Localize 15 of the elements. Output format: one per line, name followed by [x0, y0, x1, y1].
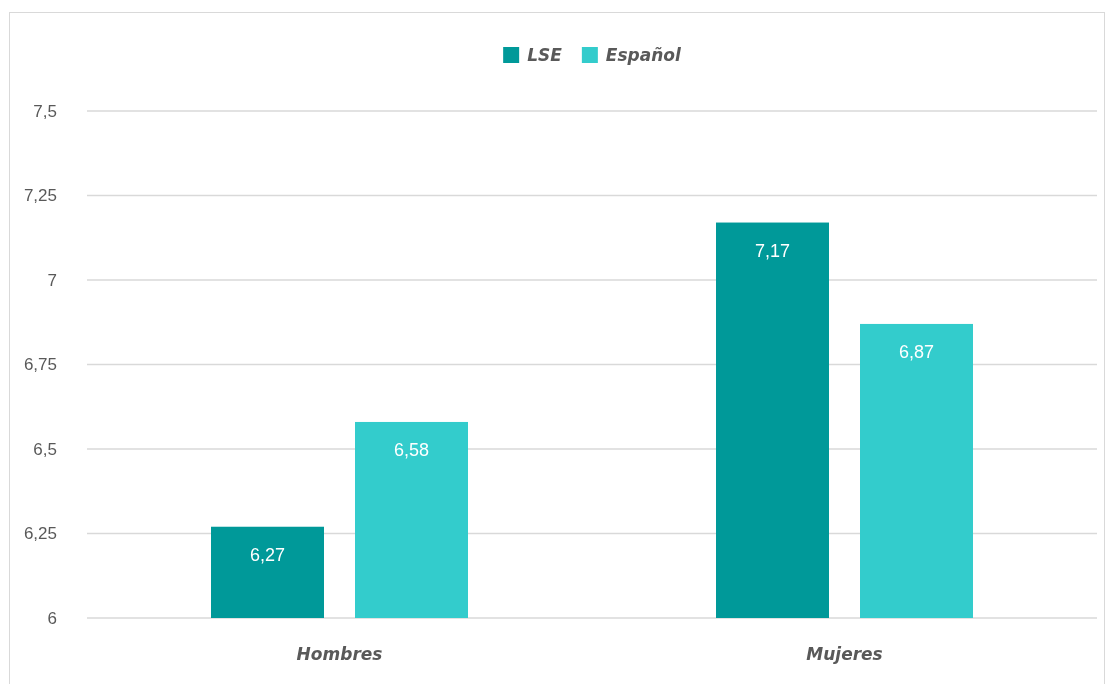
data-label: 6,27: [249, 544, 286, 565]
y-tick-label: 6,75: [23, 355, 57, 375]
legend-label: LSE: [527, 45, 563, 65]
x-tick-label: Mujeres: [806, 644, 883, 665]
y-tick-label: 7: [47, 270, 57, 290]
y-tick-label: 6,25: [23, 524, 57, 544]
y-tick-label: 7,25: [23, 186, 57, 206]
x-tick-label: Hombres: [296, 644, 383, 665]
y-tick-label: 7,5: [33, 101, 57, 121]
data-label: 6,58: [393, 439, 430, 460]
data-label: 6,87: [898, 341, 935, 362]
y-tick-label: 6: [47, 608, 57, 628]
data-label: 7,17: [754, 240, 791, 261]
y-tick-label: 6,5: [33, 439, 57, 459]
legend-label: Español: [605, 45, 683, 65]
